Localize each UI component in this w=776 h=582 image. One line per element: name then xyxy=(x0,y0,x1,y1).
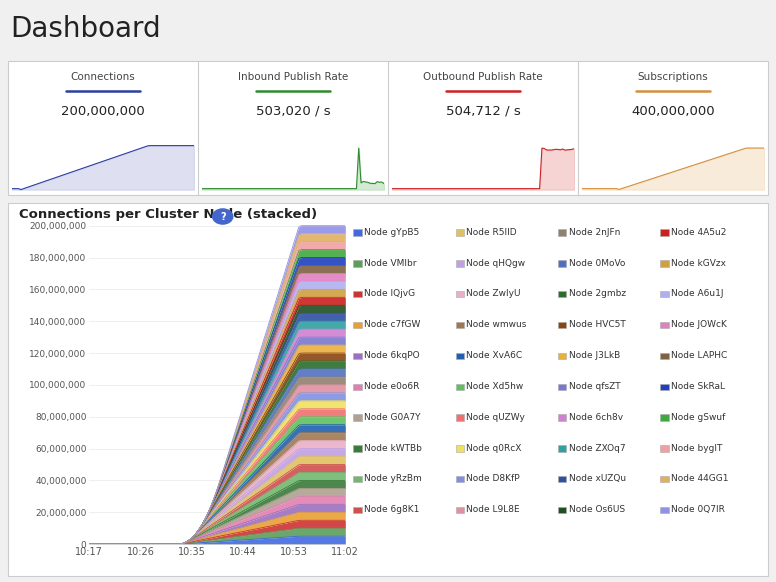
Text: Node bygIT: Node bygIT xyxy=(671,443,722,453)
Text: Node 0MoVo: Node 0MoVo xyxy=(569,258,625,268)
Text: Node 2gmbz: Node 2gmbz xyxy=(569,289,626,299)
Text: Node xUZQu: Node xUZQu xyxy=(569,474,626,484)
Text: Node yRzBm: Node yRzBm xyxy=(364,474,421,484)
Text: 504,712 / s: 504,712 / s xyxy=(445,105,521,118)
Text: Node 2nJFn: Node 2nJFn xyxy=(569,228,620,237)
Text: Node ZwlyU: Node ZwlyU xyxy=(466,289,521,299)
Text: Node kWTBb: Node kWTBb xyxy=(364,443,422,453)
Text: Node Os6US: Node Os6US xyxy=(569,505,625,514)
Text: 400,000,000: 400,000,000 xyxy=(632,105,715,118)
Text: Node wmwus: Node wmwus xyxy=(466,320,527,329)
Text: Node gYpB5: Node gYpB5 xyxy=(364,228,419,237)
Text: Node 6ch8v: Node 6ch8v xyxy=(569,413,623,422)
Text: Node 6g8K1: Node 6g8K1 xyxy=(364,505,419,514)
Text: Node LAPHC: Node LAPHC xyxy=(671,351,727,360)
Text: Node HVC5T: Node HVC5T xyxy=(569,320,625,329)
Text: Node 0Q7IR: Node 0Q7IR xyxy=(671,505,725,514)
Text: Node qfsZT: Node qfsZT xyxy=(569,382,621,391)
Text: Node D8KfP: Node D8KfP xyxy=(466,474,520,484)
Text: Outbound Publish Rate: Outbound Publish Rate xyxy=(423,72,543,81)
Text: Node 6kqPO: Node 6kqPO xyxy=(364,351,420,360)
Text: Node gSwuf: Node gSwuf xyxy=(671,413,726,422)
Text: Node L9L8E: Node L9L8E xyxy=(466,505,520,514)
Text: Node e0o6R: Node e0o6R xyxy=(364,382,419,391)
Text: 503,020 / s: 503,020 / s xyxy=(255,105,331,118)
Text: Node 4A5u2: Node 4A5u2 xyxy=(671,228,726,237)
Text: ?: ? xyxy=(220,211,226,222)
Text: Node VMlbr: Node VMlbr xyxy=(364,258,417,268)
Text: Node G0A7Y: Node G0A7Y xyxy=(364,413,421,422)
Text: Node J3LkB: Node J3LkB xyxy=(569,351,620,360)
Text: Node IQjvG: Node IQjvG xyxy=(364,289,415,299)
Text: Inbound Publish Rate: Inbound Publish Rate xyxy=(237,72,348,81)
Text: Connections: Connections xyxy=(71,72,135,81)
Text: Node Xd5hw: Node Xd5hw xyxy=(466,382,524,391)
Text: Node JOWcK: Node JOWcK xyxy=(671,320,727,329)
Text: Node kGVzx: Node kGVzx xyxy=(671,258,726,268)
Text: Node XvA6C: Node XvA6C xyxy=(466,351,522,360)
Text: Subscriptions: Subscriptions xyxy=(638,72,708,81)
Text: Node c7fGW: Node c7fGW xyxy=(364,320,421,329)
Text: Node 44GG1: Node 44GG1 xyxy=(671,474,729,484)
Text: Dashboard: Dashboard xyxy=(10,15,161,42)
Text: Node SkRaL: Node SkRaL xyxy=(671,382,726,391)
Text: Node R5IID: Node R5IID xyxy=(466,228,517,237)
Text: Node qHQgw: Node qHQgw xyxy=(466,258,525,268)
Text: Node qUZWy: Node qUZWy xyxy=(466,413,525,422)
Text: Node ZXOq7: Node ZXOq7 xyxy=(569,443,625,453)
Text: Node q0RcX: Node q0RcX xyxy=(466,443,521,453)
Text: Node A6u1J: Node A6u1J xyxy=(671,289,724,299)
Text: 200,000,000: 200,000,000 xyxy=(61,105,144,118)
Text: Connections per Cluster Node (stacked): Connections per Cluster Node (stacked) xyxy=(19,208,317,221)
